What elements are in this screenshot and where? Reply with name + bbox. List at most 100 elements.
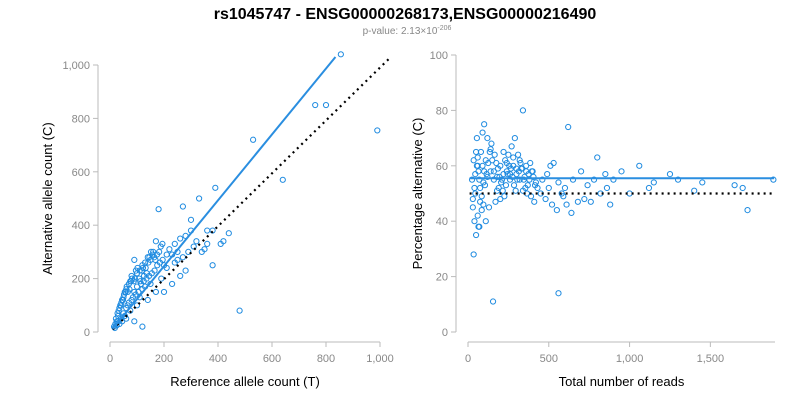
data-point [545, 184, 552, 192]
data-point [470, 157, 477, 164]
data-point [133, 302, 141, 309]
data-point [510, 182, 518, 189]
data-point [584, 182, 591, 189]
data-point [744, 207, 751, 214]
data-point [166, 246, 173, 253]
data-point [471, 218, 478, 225]
data-point [475, 168, 482, 175]
y-tick-label: 80 [436, 105, 448, 117]
data-point [193, 238, 200, 245]
data-point [527, 159, 534, 167]
x-axis-label: Total number of reads [559, 374, 685, 389]
data-point [179, 203, 186, 210]
data-point [225, 230, 232, 237]
data-point [510, 154, 517, 161]
data-point [475, 223, 482, 230]
data-point [532, 179, 539, 186]
data-point [159, 240, 166, 247]
data-point [544, 171, 551, 178]
y-tick-label: 800 [72, 113, 90, 125]
data-point [204, 240, 211, 247]
data-point [516, 157, 523, 164]
data-point [555, 290, 562, 297]
data-point [469, 204, 476, 211]
data-point [547, 162, 554, 169]
data-point [139, 323, 146, 330]
data-point [196, 195, 203, 202]
data-point [650, 179, 657, 186]
data-point [472, 148, 480, 156]
data-point [171, 240, 178, 247]
data-point [508, 143, 515, 150]
data-point [770, 176, 777, 183]
p-value-base: p-value: 2.13×10 [363, 26, 438, 37]
y-tick-label: 400 [72, 220, 90, 232]
data-point [491, 151, 498, 158]
reference-line [111, 56, 392, 331]
data-point [152, 256, 159, 264]
data-point [581, 195, 588, 203]
data-point [504, 171, 511, 178]
data-point [198, 248, 205, 255]
data-point [476, 176, 483, 183]
data-point [478, 207, 485, 214]
data-point [489, 157, 496, 164]
data-point [497, 195, 504, 203]
data-point [480, 179, 487, 186]
data-point [578, 168, 585, 175]
data-point [542, 195, 549, 203]
y-tick-label: 600 [72, 167, 90, 179]
y-tick-label: 200 [72, 274, 90, 286]
data-point [137, 278, 144, 285]
data-point [177, 272, 184, 280]
y-tick-label: 0 [84, 327, 90, 339]
data-point [217, 240, 224, 247]
data-point [519, 187, 527, 194]
data-point [493, 159, 500, 167]
data-point [236, 307, 243, 314]
data-point [182, 267, 189, 274]
data-point [492, 198, 499, 205]
data-point [131, 318, 138, 325]
data-point [187, 216, 195, 223]
data-point [548, 201, 556, 208]
data-point [156, 248, 163, 255]
data-point [212, 184, 219, 191]
y-tick-label: 0 [442, 327, 448, 339]
data-point [190, 243, 197, 250]
data-point [587, 198, 594, 205]
data-point [666, 171, 674, 178]
x-tick-label: 0 [107, 353, 113, 365]
data-point [636, 162, 643, 169]
x-tick-label: 600 [263, 353, 281, 365]
data-point [503, 159, 510, 167]
y-axis-label: Alternative allele count (C) [40, 122, 55, 274]
x-tick-label: 0 [465, 353, 471, 365]
x-tick-label: 1,500 [697, 353, 725, 365]
data-point [603, 184, 611, 192]
data-point [169, 280, 176, 288]
data-point [739, 184, 746, 192]
data-point [481, 168, 488, 175]
x-axis-label: Reference allele count (T) [170, 374, 320, 389]
data-point [517, 159, 524, 167]
data-point [574, 198, 581, 205]
data-point [520, 176, 527, 183]
data-point [116, 304, 123, 312]
data-point [531, 182, 539, 189]
data-point [470, 251, 477, 258]
y-axis-label: Percentage alternative (C) [410, 118, 425, 270]
data-point [177, 235, 184, 242]
p-value-exponent: -206 [437, 25, 451, 32]
data-point [468, 176, 476, 183]
data-point [131, 275, 138, 282]
data-point [472, 231, 480, 239]
data-point [159, 256, 166, 264]
data-point [530, 173, 537, 180]
data-point [312, 101, 319, 109]
data-point [674, 176, 682, 183]
data-point [152, 288, 159, 296]
data-point [204, 227, 211, 234]
data-point [607, 201, 614, 208]
data-point [590, 176, 598, 183]
